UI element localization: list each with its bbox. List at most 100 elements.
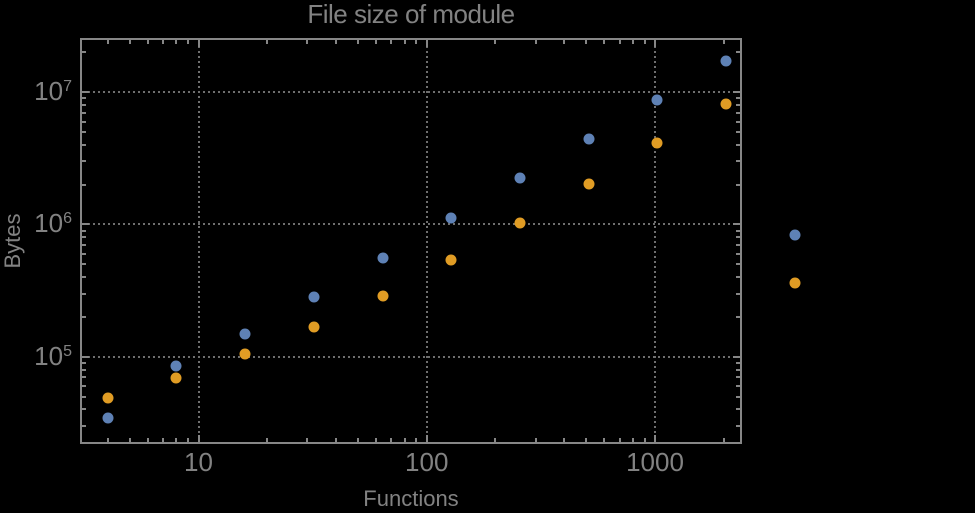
x-tick-top	[375, 40, 378, 44]
x-tick-top	[306, 40, 309, 44]
x-tick-top	[106, 40, 109, 44]
data-point-series-blue-x512	[583, 133, 595, 145]
x-tick-bottom	[146, 438, 149, 442]
x-tick-bottom	[415, 438, 418, 442]
y-tick-left	[82, 243, 86, 246]
x-tick-top	[162, 40, 165, 44]
data-point-series-blue-x4096	[789, 229, 801, 241]
y-tick-right	[736, 424, 740, 427]
y-tick-left	[82, 143, 86, 146]
x-tick-top	[266, 40, 269, 44]
data-point-series-orange-x4096	[789, 277, 801, 289]
data-point-series-blue-x64	[377, 252, 388, 264]
y-tick-left	[82, 160, 86, 163]
x-tick-top	[653, 40, 656, 47]
y-tick-right	[736, 111, 740, 114]
x-tick-top	[334, 40, 337, 44]
y-tick-left	[82, 223, 89, 226]
y-tick-right	[736, 236, 740, 239]
x-tick-bottom	[534, 438, 537, 442]
data-point-series-blue-x4	[102, 412, 114, 424]
y-tick-right	[736, 361, 740, 364]
y-tick-left	[82, 252, 86, 255]
data-point-series-orange-x2048	[720, 98, 732, 110]
gridline-x-10	[197, 41, 200, 442]
y-tick-right	[736, 243, 740, 246]
y-tick-exponent: 5	[63, 342, 72, 360]
x-tick-bottom	[175, 438, 178, 442]
data-point-series-blue-x2048	[720, 55, 732, 67]
y-tick-right	[736, 97, 740, 100]
y-tick-left	[82, 276, 86, 279]
y-tick-right	[733, 355, 740, 358]
x-tick-bottom	[563, 438, 566, 442]
y-tick-left	[82, 183, 86, 186]
y-tick-right	[736, 143, 740, 146]
x-tick-bottom	[643, 438, 646, 442]
y-tick-right	[736, 395, 740, 398]
gridline-y-1e7	[83, 91, 739, 94]
y-tick-left	[82, 236, 86, 239]
x-tick-bottom	[306, 438, 309, 442]
y-tick-left	[82, 120, 86, 123]
x-tick-top	[643, 40, 646, 44]
data-point-series-orange-x8	[170, 372, 182, 384]
chart-title: File size of module	[307, 0, 515, 29]
x-tick-bottom	[603, 438, 606, 442]
x-tick-bottom	[618, 438, 621, 442]
y-tick-right	[736, 160, 740, 163]
y-tick-base: 10	[34, 340, 64, 371]
x-tick-top	[187, 40, 190, 44]
gridline-x-1000	[653, 41, 656, 442]
x-tick-top	[631, 40, 634, 44]
y-tick-right	[733, 91, 740, 94]
gridline-y-1e6	[83, 223, 739, 226]
y-tick-left	[82, 263, 86, 266]
x-tick-bottom	[390, 438, 393, 442]
y-axis-label: Bytes	[0, 213, 25, 269]
y-tick-base: 10	[34, 208, 64, 239]
x-tick-top	[722, 40, 725, 44]
y-tick-left	[82, 385, 86, 388]
y-tick-left	[82, 229, 86, 232]
x-tick-top	[425, 40, 428, 47]
data-point-series-orange-x128	[445, 254, 457, 266]
x-tick-bottom	[631, 438, 634, 442]
x-tick-top	[357, 40, 360, 44]
x-tick-top	[603, 40, 606, 44]
y-tick-left	[82, 97, 86, 100]
y-tick-right	[736, 51, 740, 54]
x-tick-top	[197, 40, 200, 47]
x-tick-label-10: 10	[184, 447, 213, 477]
x-tick-bottom	[494, 438, 497, 442]
y-tick-left	[82, 395, 86, 398]
y-tick-left	[82, 111, 86, 114]
x-tick-bottom	[357, 438, 360, 442]
y-tick-left	[82, 292, 86, 295]
y-tick-right	[736, 131, 740, 134]
x-tick-bottom	[722, 438, 725, 442]
x-tick-bottom	[197, 435, 200, 442]
x-tick-bottom	[375, 438, 378, 442]
data-point-series-orange-x32	[308, 321, 320, 333]
x-tick-bottom	[653, 435, 656, 442]
y-tick-right	[736, 229, 740, 232]
y-tick-left	[82, 104, 86, 107]
x-tick-top	[415, 40, 418, 44]
data-point-series-blue-x128	[445, 212, 457, 224]
y-tick-left	[82, 315, 86, 318]
gridline-y-1e5	[83, 355, 739, 358]
y-tick-left	[82, 51, 86, 54]
data-point-series-orange-x512	[583, 178, 595, 190]
y-tick-right	[736, 252, 740, 255]
data-point-series-orange-x64	[377, 290, 388, 302]
x-tick-bottom	[162, 438, 165, 442]
y-tick-label-1e7: 107	[0, 78, 72, 109]
data-point-series-blue-x1024	[651, 94, 663, 106]
y-tick-label-1e5: 105	[0, 343, 72, 374]
data-point-series-orange-x256	[514, 217, 526, 229]
x-tick-bottom	[187, 438, 190, 442]
y-tick-label-1e6: 106	[0, 210, 72, 241]
y-tick-left	[82, 368, 86, 371]
